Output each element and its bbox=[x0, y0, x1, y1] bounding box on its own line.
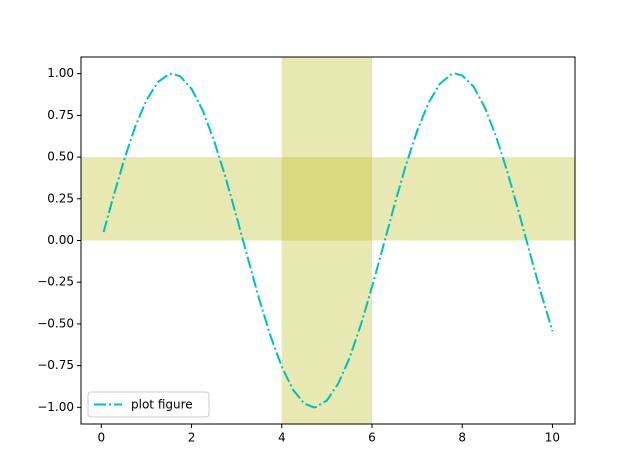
series-line bbox=[102, 72, 554, 409]
vertical-span bbox=[281, 57, 372, 424]
x-tick-label: 8 bbox=[458, 431, 466, 445]
x-tick-label: 2 bbox=[188, 431, 196, 445]
y-tick-label: 0.75 bbox=[47, 108, 74, 122]
legend-box bbox=[87, 391, 210, 418]
y-tick-label: 0.50 bbox=[47, 150, 74, 164]
x-tick-label: 0 bbox=[97, 431, 105, 445]
axes-frame bbox=[80, 56, 576, 425]
y-tick-label: −0.75 bbox=[37, 358, 74, 372]
x-tick-label: 4 bbox=[278, 431, 286, 445]
y-tick-label: −0.25 bbox=[37, 275, 74, 289]
y-tick-label: −1.00 bbox=[37, 400, 74, 414]
y-tick-label: 1.00 bbox=[47, 66, 74, 80]
y-tick-label: 0.25 bbox=[47, 191, 74, 205]
x-tick-label: 6 bbox=[368, 431, 376, 445]
horizontal-span bbox=[81, 157, 575, 241]
y-tick-label: −0.50 bbox=[37, 316, 74, 330]
y-tick-label: 0.00 bbox=[47, 233, 74, 247]
legend-label: plot figure bbox=[131, 398, 193, 412]
x-tick-label: 10 bbox=[545, 431, 560, 445]
